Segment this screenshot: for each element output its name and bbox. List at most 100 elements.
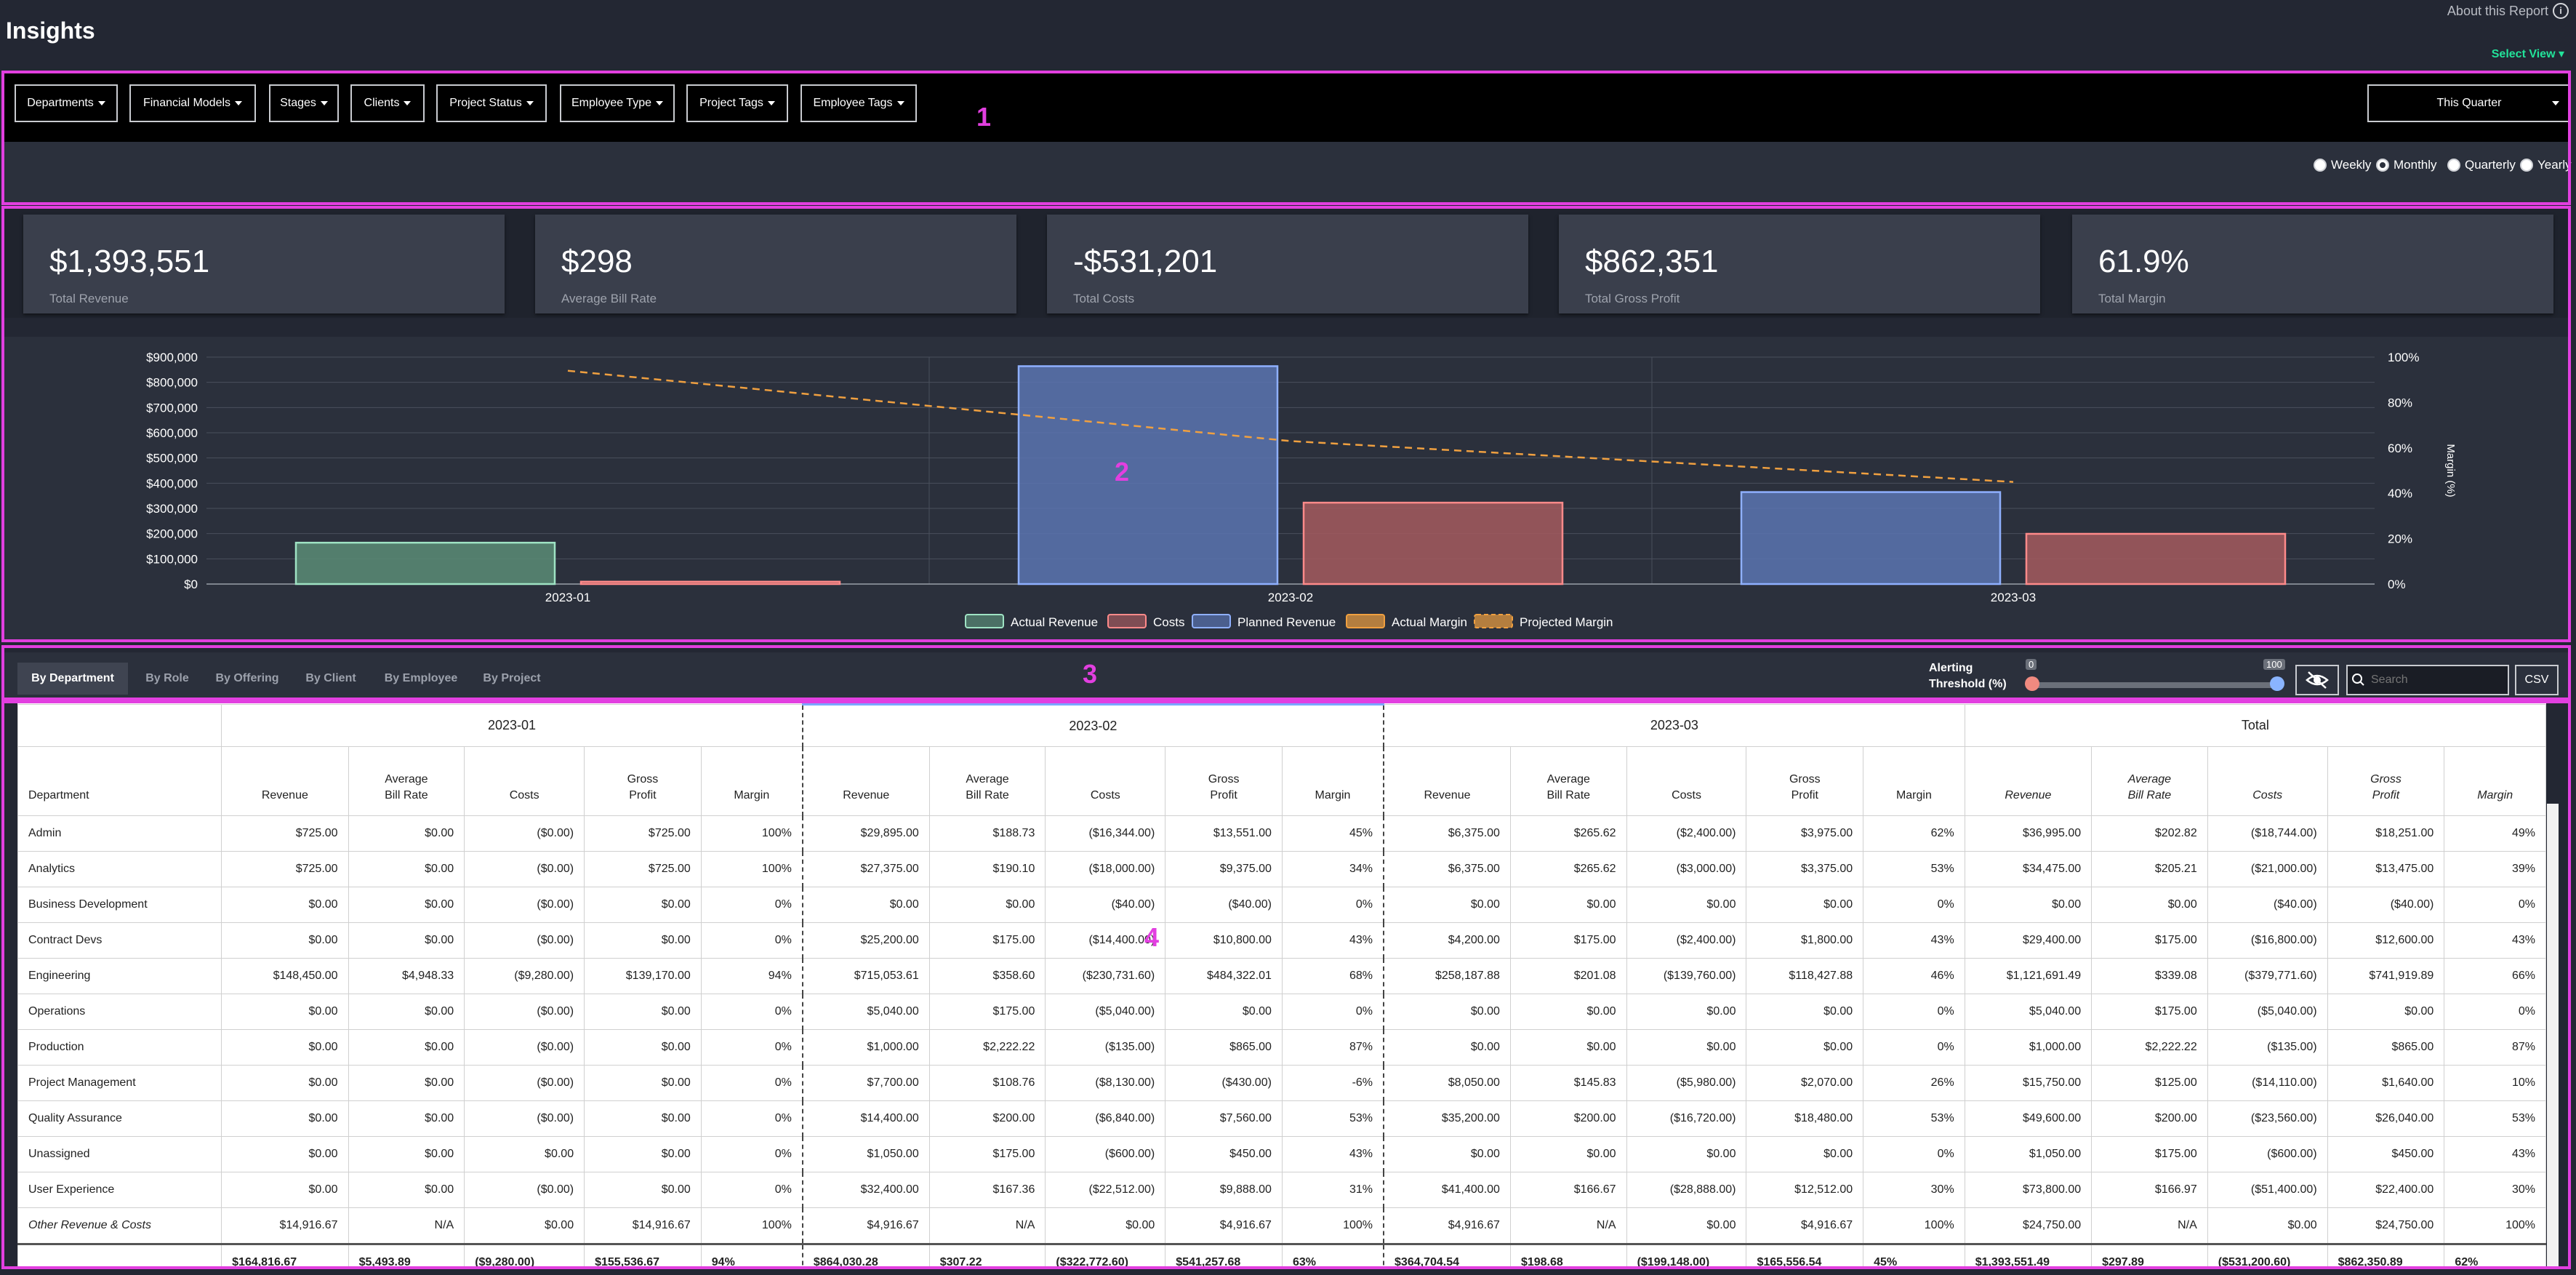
y2-axis-label: Margin (%) bbox=[2444, 444, 2457, 497]
filter-project-status-dropdown[interactable]: Project Status bbox=[436, 84, 547, 122]
filter-stages-dropdown[interactable]: Stages bbox=[269, 84, 339, 122]
tab-by-department[interactable]: By Department bbox=[17, 663, 128, 695]
column-header-revenue[interactable]: Revenue bbox=[1964, 746, 2093, 816]
table-cell: 0% bbox=[1863, 1136, 1965, 1172]
threshold-max-handle[interactable] bbox=[2270, 676, 2284, 691]
table-row[interactable]: Operations $0.00 $0.00 ($0.00) $0.00 0% $5,040… bbox=[17, 994, 2546, 1030]
csv-export-button[interactable]: CSV bbox=[2515, 665, 2559, 695]
column-header-margin[interactable]: Margin bbox=[700, 746, 803, 816]
tab-by-role[interactable]: By Role bbox=[145, 672, 189, 684]
table-cell: $0.00 bbox=[348, 1100, 465, 1137]
radio-monthly[interactable]: Monthly bbox=[2376, 158, 2437, 172]
y-tick-label: $800,000 bbox=[146, 376, 198, 390]
column-header-average-bill-rate[interactable]: Average Bill Rate bbox=[928, 746, 1046, 816]
total-cell: $1,393,551.49 bbox=[1964, 1243, 2093, 1267]
table-cell: $0.00 bbox=[1626, 994, 1747, 1030]
radio-circle[interactable] bbox=[2447, 159, 2460, 172]
radio-quarterly[interactable]: Quarterly bbox=[2447, 158, 2516, 172]
legend-item-projected-margin[interactable]: Projected Margin bbox=[1474, 614, 1613, 629]
column-header-gross-profit[interactable]: Gross Profit bbox=[2327, 746, 2445, 816]
column-header-gross-profit[interactable]: Gross Profit bbox=[1165, 746, 1283, 816]
column-header-average-bill-rate[interactable]: Average Bill Rate bbox=[1509, 746, 1627, 816]
table-cell: $0.00 bbox=[348, 1136, 465, 1172]
table-row[interactable]: Production $0.00 $0.00 ($0.00) $0.00 0% $1,000… bbox=[17, 1029, 2546, 1066]
column-header-average-bill-rate[interactable]: Average Bill Rate bbox=[348, 746, 465, 816]
filter-financial-models-dropdown[interactable]: Financial Models bbox=[129, 84, 256, 122]
annotation-label-2: 2 bbox=[1115, 457, 1130, 487]
select-view-label: Select View bbox=[2491, 48, 2556, 60]
period-header-2023-02[interactable]: 2023-02 bbox=[801, 703, 1384, 747]
row-department: Project Management bbox=[17, 1065, 222, 1101]
table-row[interactable]: Analytics $725.00 $0.00 ($0.00) $725.00 100% $… bbox=[17, 851, 2546, 887]
header-text: Average bbox=[2127, 773, 2172, 786]
corner-cell bbox=[17, 704, 222, 747]
filter-departments-dropdown[interactable]: Departments bbox=[15, 84, 118, 122]
select-view-dropdown[interactable]: Select View ▾ bbox=[2492, 47, 2564, 61]
column-header-gross-profit[interactable]: Gross Profit bbox=[584, 746, 702, 816]
date-range-select[interactable]: This Quarter bbox=[2367, 84, 2571, 122]
radio-circle[interactable] bbox=[2376, 159, 2389, 172]
threshold-max-label: 100 bbox=[2263, 659, 2285, 670]
total-row: $164,816.67 $5,493.89 ($9,280.00) $155,536.… bbox=[17, 1243, 2546, 1267]
column-header-costs[interactable]: Costs bbox=[2207, 746, 2328, 816]
total-cell: $198.68 bbox=[1509, 1243, 1627, 1267]
column-header-margin[interactable]: Margin bbox=[2444, 746, 2546, 816]
radio-circle[interactable] bbox=[2520, 159, 2533, 172]
legend-item-actual-margin[interactable]: Actual Margin bbox=[1346, 614, 1467, 629]
radio-yearly[interactable]: Yearly bbox=[2520, 158, 2572, 172]
legend-item-planned-revenue[interactable]: Planned Revenue bbox=[1192, 614, 1336, 629]
column-header-costs[interactable]: Costs bbox=[464, 746, 585, 816]
threshold-slider-track[interactable] bbox=[2032, 682, 2279, 688]
table-row[interactable]: Unassigned $0.00 $0.00 $0.00 $0.00 0% $1,050.0… bbox=[17, 1136, 2546, 1172]
total-cell: $297.89 bbox=[2091, 1243, 2208, 1267]
radio-circle[interactable] bbox=[2314, 159, 2327, 172]
table-cell: $0.00 bbox=[1045, 1207, 1166, 1244]
period-header-Total[interactable]: Total bbox=[1964, 704, 2546, 747]
table-cell: $5,040.00 bbox=[1964, 994, 2093, 1030]
table-cell: ($23,560.00) bbox=[2207, 1100, 2328, 1137]
table-row[interactable]: Business Development $0.00 $0.00 ($0.00) $0.… bbox=[17, 887, 2546, 923]
column-header-revenue[interactable]: Revenue bbox=[1383, 746, 1511, 816]
about-report-link[interactable]: About this Report i bbox=[2447, 3, 2569, 19]
table-row[interactable]: Contract Devs $0.00 $0.00 ($0.00) $0.00 0% $25… bbox=[17, 922, 2546, 959]
toggle-visibility-button[interactable] bbox=[2295, 665, 2339, 695]
tab-by-employee[interactable]: By Employee bbox=[384, 672, 458, 684]
table-cell: $0.00 bbox=[1746, 994, 1864, 1030]
radio-weekly[interactable]: Weekly bbox=[2314, 158, 2371, 172]
period-header-2023-03[interactable]: 2023-03 bbox=[1383, 704, 1965, 747]
column-header-margin[interactable]: Margin bbox=[1281, 746, 1384, 816]
filter-employee-type-dropdown[interactable]: Employee Type bbox=[560, 84, 675, 122]
legend-item-actual-revenue[interactable]: Actual Revenue bbox=[965, 614, 1098, 629]
tab-by-project[interactable]: By Project bbox=[483, 672, 541, 684]
tab-by-offering[interactable]: By Offering bbox=[215, 672, 279, 684]
column-header-revenue[interactable]: Revenue bbox=[221, 746, 349, 816]
threshold-min-handle[interactable] bbox=[2025, 676, 2039, 691]
table-cell: $24,750.00 bbox=[2327, 1207, 2445, 1244]
alerting-threshold-label: Alerting Threshold (%) bbox=[1929, 660, 2007, 692]
column-header-costs[interactable]: Costs bbox=[1045, 746, 1166, 816]
tab-by-client[interactable]: By Client bbox=[305, 672, 356, 684]
filter-employee-tags-dropdown[interactable]: Employee Tags bbox=[801, 84, 917, 122]
table-cell: $0.00 bbox=[221, 994, 349, 1030]
table-cell: $145.83 bbox=[1509, 1065, 1627, 1101]
table-row[interactable]: Quality Assurance $0.00 $0.00 ($0.00) $0.00 0… bbox=[17, 1100, 2546, 1137]
column-header-average-bill-rate[interactable]: Average Bill Rate bbox=[2091, 746, 2208, 816]
y2-tick-label: 80% bbox=[2388, 396, 2412, 409]
column-header-costs[interactable]: Costs bbox=[1626, 746, 1747, 816]
filter-project-tags-dropdown[interactable]: Project Tags bbox=[686, 84, 788, 122]
bar-costs-2023-02 bbox=[1302, 501, 1564, 585]
search-box[interactable] bbox=[2346, 665, 2509, 695]
table-cell: $175.00 bbox=[1509, 922, 1627, 959]
column-header-gross-profit[interactable]: Gross Profit bbox=[1746, 746, 1864, 816]
bar-actual-revenue-2023-01 bbox=[294, 541, 556, 585]
date-range-label: This Quarter bbox=[2436, 97, 2502, 109]
table-cell: 43% bbox=[2444, 1136, 2546, 1172]
legend-item-costs[interactable]: Costs bbox=[1107, 614, 1184, 629]
table-row[interactable]: Admin $725.00 $0.00 ($0.00) $725.00 100% $29,8… bbox=[17, 815, 2546, 852]
search-input[interactable] bbox=[2370, 673, 2503, 687]
table-row[interactable]: Engineering $148,450.00 $4,948.33 ($9,280.0… bbox=[17, 958, 2546, 994]
filter-clients-dropdown[interactable]: Clients bbox=[350, 84, 425, 122]
table-row[interactable]: Other Revenue & Costs $14,916.67 N/A $0.00 $… bbox=[17, 1207, 2546, 1244]
table-scrollbar[interactable] bbox=[2547, 804, 2559, 1267]
column-header-margin[interactable]: Margin bbox=[1863, 746, 1965, 816]
